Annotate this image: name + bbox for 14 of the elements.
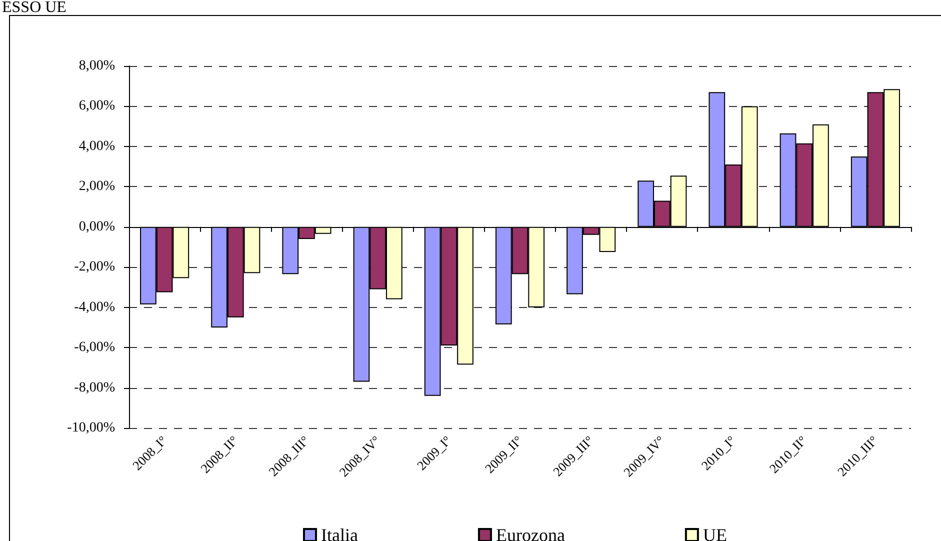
y-tick-label: -8,00% — [74, 380, 116, 396]
y-tick-label: 2,00% — [78, 179, 116, 194]
y-tick-label: -10,00% — [67, 420, 116, 436]
legend-label: Italia — [321, 525, 358, 541]
y-tick-label: 0,00% — [78, 219, 116, 234]
legend-label: UE — [702, 525, 727, 541]
y-tick-label: 8,00% — [78, 58, 116, 74]
y-tick-label: -6,00% — [74, 340, 116, 356]
y-tick-label: -2,00% — [74, 260, 116, 275]
y-tick-label: -4,00% — [74, 300, 116, 315]
chart-title: ESSO UE — [2, 0, 66, 16]
legend-label: Eurozona — [496, 525, 565, 541]
y-tick-label: 4,00% — [78, 138, 116, 154]
y-tick-label: 6,00% — [78, 98, 116, 114]
